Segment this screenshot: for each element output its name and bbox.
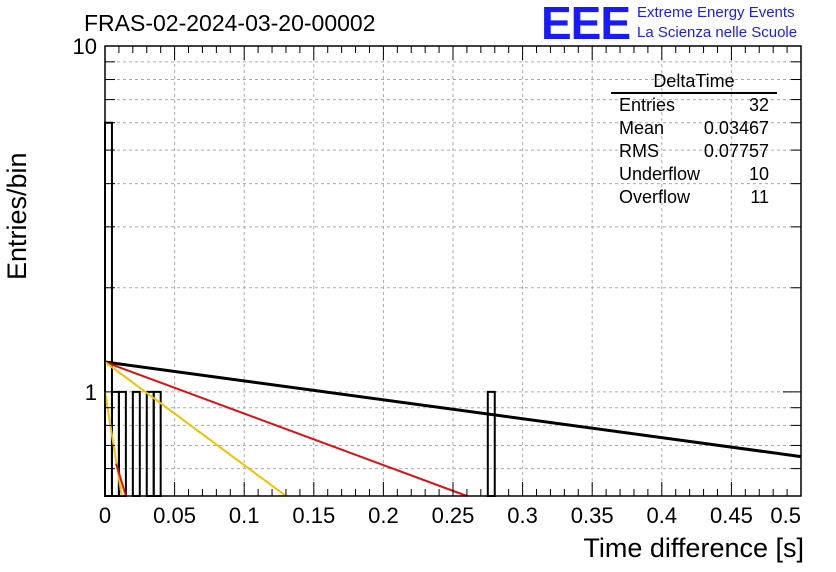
axes <box>104 45 802 497</box>
y-tick-label: 10 <box>73 34 97 59</box>
stats-row: Overflow 11 <box>611 186 777 209</box>
fit-curve <box>115 463 127 497</box>
stats-value: 0.07757 <box>703 141 769 161</box>
stats-row: Entries 32 <box>611 94 777 117</box>
stats-row: RMS 0.07757 <box>611 140 777 163</box>
fit-curve <box>104 361 287 497</box>
stats-value: 11 <box>750 187 769 207</box>
y-tick-label: 1 <box>85 380 97 405</box>
stats-box: DeltaTime Entries 32 Mean 0.03467 RMS 0.… <box>611 70 777 209</box>
logo-line-2: La Scienza nelle Scuole <box>637 24 798 41</box>
histogram-bar <box>104 121 113 497</box>
stats-value: 32 <box>748 95 769 115</box>
stats-row: Underflow 10 <box>611 163 777 186</box>
stats-label: Underflow <box>619 164 701 184</box>
x-axis-label: Time difference [s] <box>583 533 804 563</box>
stats-value: 10 <box>748 164 769 184</box>
x-tick-label: 0.1 <box>229 503 260 528</box>
x-tick-label: 0.35 <box>571 503 614 528</box>
x-tick-label: 0.25 <box>432 503 475 528</box>
x-tick-label: 0.5 <box>770 503 801 528</box>
histogram-bars <box>104 121 496 497</box>
stats-label: Mean <box>619 118 665 138</box>
stats-label: Overflow <box>619 187 691 207</box>
fit-curves <box>104 360 802 497</box>
x-tick-label: 0.4 <box>647 503 678 528</box>
fit-curve <box>104 360 802 459</box>
stats-label: RMS <box>619 141 659 161</box>
y-axis-label: Entries/bin <box>2 152 32 280</box>
x-tick-label: 0.45 <box>710 503 753 528</box>
x-tick-label: 0 <box>99 503 111 528</box>
x-tick-label: 0.05 <box>153 503 196 528</box>
x-tick-label: 0.2 <box>368 503 399 528</box>
x-tick-label: 0.15 <box>292 503 335 528</box>
stats-value: 0.03467 <box>703 118 769 138</box>
stats-label: Entries <box>619 95 676 115</box>
grid-lines <box>105 46 801 496</box>
fit-curve <box>104 391 123 497</box>
fit-curve <box>104 361 468 497</box>
eee-logo: EEE <box>541 0 631 49</box>
logo-line-1: Extreme Energy Events <box>637 4 795 21</box>
stats-title: DeltaTime <box>611 70 777 94</box>
tick-labels: 0 0.05 0.1 0.15 0.2 0.25 0.3 0.35 0.4 0.45 0.5 1 10 <box>73 34 801 528</box>
x-tick-label: 0.3 <box>507 503 538 528</box>
stats-row: Mean 0.03467 <box>611 117 777 140</box>
plot-title: FRAS-02-2024-03-20-00002 <box>84 10 376 36</box>
